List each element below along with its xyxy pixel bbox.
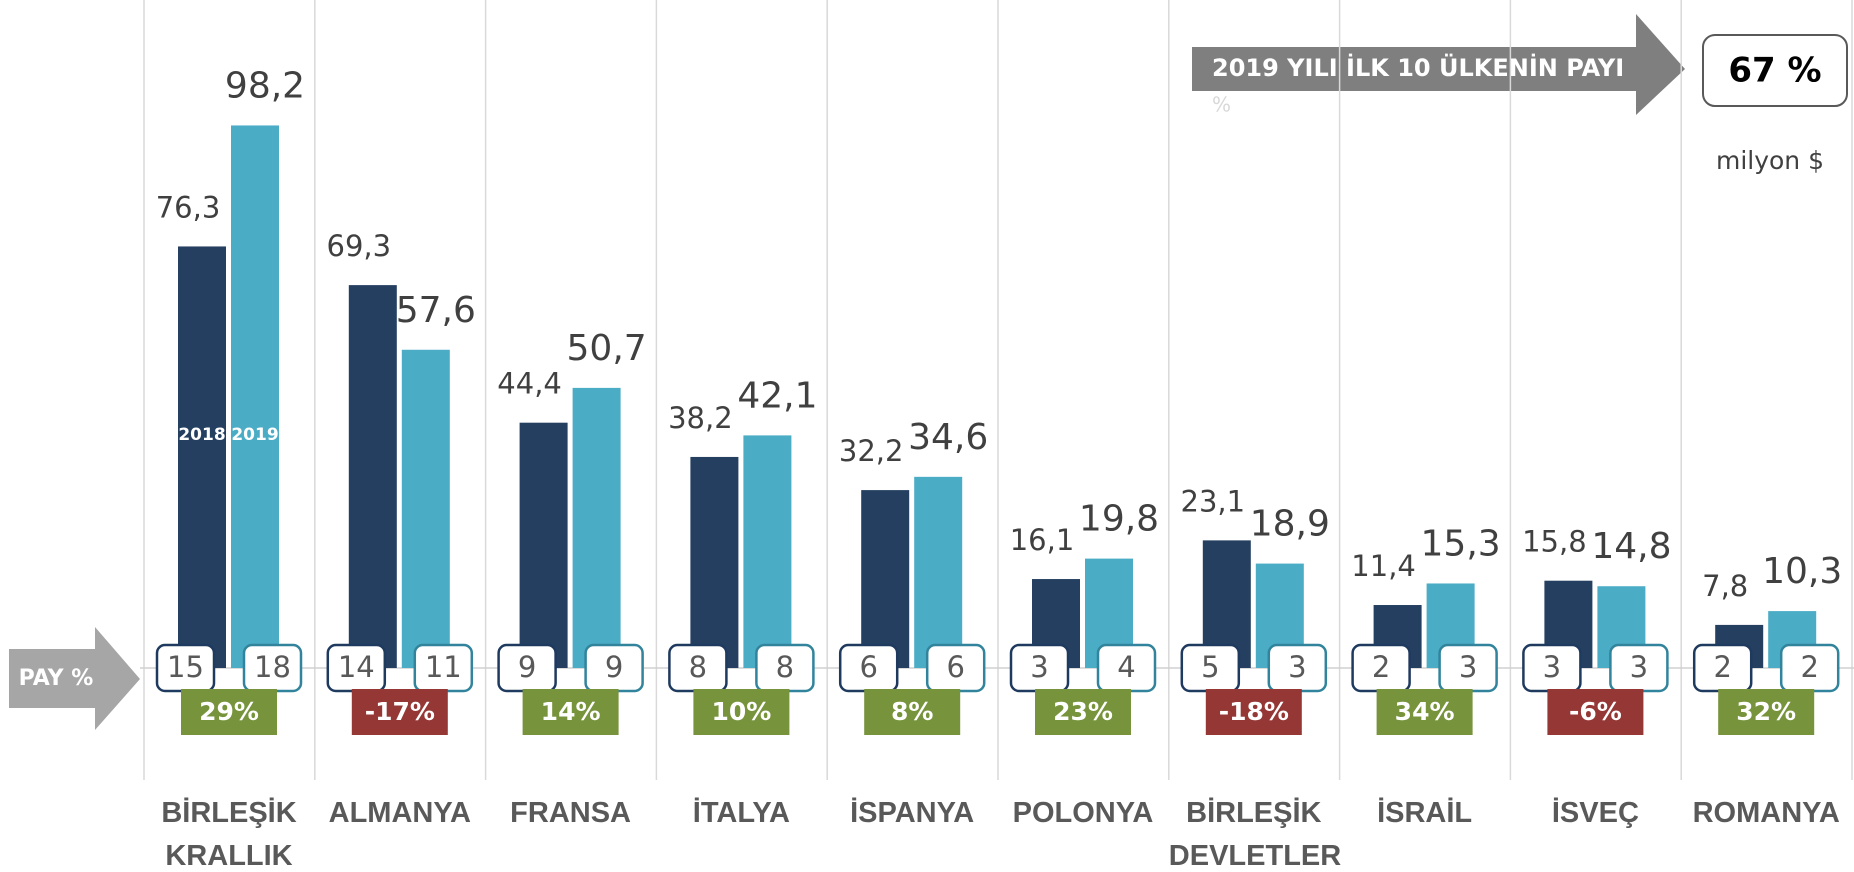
growth-box bbox=[1035, 689, 1131, 735]
share-value: 18 bbox=[254, 650, 291, 684]
value-label: 50,7 bbox=[567, 328, 647, 369]
value-label: 19,8 bbox=[1079, 499, 1159, 540]
share-value: 11 bbox=[425, 650, 462, 684]
value-label: 16,1 bbox=[1010, 523, 1075, 557]
category-label: İSRAİL bbox=[1377, 797, 1473, 829]
growth-label: 23% bbox=[1053, 697, 1113, 726]
top10-subtext: % bbox=[1212, 93, 1231, 117]
share-arrow bbox=[9, 627, 140, 730]
bar bbox=[519, 422, 568, 668]
value-label: 7,8 bbox=[1702, 569, 1748, 603]
growth-box bbox=[522, 689, 619, 735]
share-value: 3 bbox=[1543, 650, 1561, 684]
category-label: BİRLEŞİK DEVLETLER bbox=[1168, 797, 1342, 872]
header-arrow bbox=[1192, 14, 1685, 115]
growth-box bbox=[1547, 689, 1644, 735]
growth-box bbox=[1718, 689, 1815, 735]
bar bbox=[178, 246, 226, 668]
share-value: 14 bbox=[338, 650, 375, 684]
share-value: 2 bbox=[1713, 650, 1731, 684]
value-label: 69,3 bbox=[327, 229, 392, 263]
value-label: 44,4 bbox=[497, 367, 562, 401]
share-value: 8 bbox=[689, 650, 707, 684]
growth-label: 10% bbox=[711, 697, 771, 726]
category-label: İTALYA bbox=[692, 797, 791, 829]
share-value: 5 bbox=[1201, 650, 1219, 684]
share-value: 6 bbox=[859, 650, 877, 684]
share-value: 3 bbox=[1459, 650, 1477, 684]
growth-label: -18% bbox=[1219, 697, 1289, 726]
value-label: 98,2 bbox=[225, 65, 305, 106]
growth-label: 34% bbox=[1395, 697, 1455, 726]
growth-label: 8% bbox=[891, 697, 933, 726]
share-value: 2 bbox=[1800, 650, 1818, 684]
value-label: 15,8 bbox=[1522, 525, 1587, 559]
growth-box bbox=[1205, 689, 1302, 735]
bar bbox=[861, 490, 910, 668]
category-label: POLONYA bbox=[1012, 797, 1154, 829]
share-value: 4 bbox=[1117, 650, 1135, 684]
unit-label: milyon $ bbox=[1716, 146, 1824, 175]
category-label: FRANSA bbox=[510, 797, 632, 829]
value-label: 23,1 bbox=[1181, 484, 1246, 518]
bar bbox=[914, 476, 963, 668]
legend-label: 2018 bbox=[178, 425, 225, 445]
legend-label: 2019 bbox=[231, 425, 278, 445]
value-label: 14,8 bbox=[1591, 526, 1671, 567]
value-label: 34,6 bbox=[908, 417, 988, 458]
share-box bbox=[1702, 34, 1848, 107]
growth-box bbox=[351, 689, 448, 735]
bar bbox=[690, 456, 739, 668]
growth-label: 14% bbox=[541, 697, 601, 726]
value-label: 42,1 bbox=[737, 375, 817, 416]
growth-label: -17% bbox=[365, 697, 435, 726]
share-value: 3 bbox=[1288, 650, 1306, 684]
value-label: 57,6 bbox=[396, 290, 476, 331]
share-value: 9 bbox=[605, 650, 623, 684]
value-label: 11,4 bbox=[1351, 549, 1416, 583]
share-label: PAY % bbox=[19, 666, 94, 691]
category-label: BİRLEŞİK KRALLIK bbox=[161, 797, 297, 872]
category-label: ALMANYA bbox=[328, 797, 471, 829]
growth-box bbox=[864, 689, 961, 735]
share-value: 8 bbox=[776, 650, 794, 684]
growth-box bbox=[693, 689, 790, 735]
bar bbox=[572, 387, 621, 668]
share-value: 6 bbox=[946, 650, 964, 684]
growth-box bbox=[1376, 689, 1473, 735]
bar bbox=[743, 435, 792, 668]
growth-label: 32% bbox=[1736, 697, 1796, 726]
bar bbox=[231, 125, 279, 668]
share-value: 2 bbox=[1372, 650, 1390, 684]
bar bbox=[401, 349, 450, 668]
value-label: 15,3 bbox=[1421, 523, 1501, 564]
share-value: 3 bbox=[1030, 650, 1048, 684]
top10-title: 2019 YILI İLK 10 ÜLKENİN PAYI bbox=[1212, 52, 1624, 82]
category-label: İSVEÇ bbox=[1551, 797, 1639, 829]
value-label: 38,2 bbox=[668, 401, 733, 435]
value-label: 18,9 bbox=[1250, 504, 1330, 545]
growth-label: 29% bbox=[199, 697, 259, 726]
value-label: 10,3 bbox=[1762, 551, 1842, 592]
top10-share: 67 % bbox=[1728, 51, 1821, 91]
share-value: 15 bbox=[167, 650, 204, 684]
value-label: 76,3 bbox=[156, 190, 221, 224]
share-value: 3 bbox=[1630, 650, 1648, 684]
category-label: ROMANYA bbox=[1692, 797, 1840, 829]
value-label: 32,2 bbox=[839, 434, 904, 468]
growth-box bbox=[181, 689, 277, 735]
bar bbox=[348, 285, 397, 668]
share-value: 9 bbox=[518, 650, 536, 684]
growth-label: -6% bbox=[1569, 697, 1622, 726]
category-label: İSPANYA bbox=[850, 797, 975, 829]
